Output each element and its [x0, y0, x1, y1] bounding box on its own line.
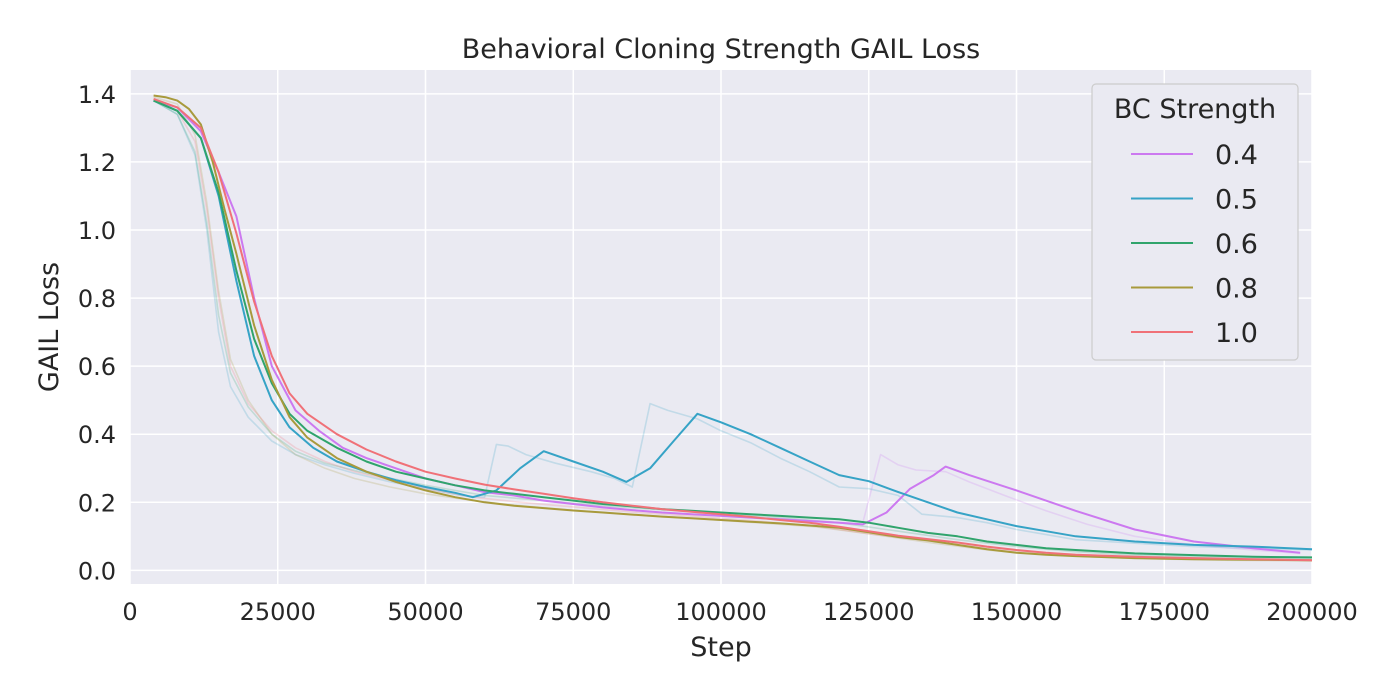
chart-title: Behavioral Cloning Strength GAIL Loss: [462, 34, 980, 65]
y-axis-ticks: 0.0 0.2 0.4 0.6 0.8 1.0 1.2 1.4: [78, 81, 116, 586]
y-tick-label: 1.2: [78, 149, 116, 177]
legend-label: 0.6: [1215, 229, 1258, 260]
legend: BC Strength 0.4 0.5 0.6 0.8 1.0: [1091, 83, 1299, 361]
x-tick-label: 50000: [387, 598, 463, 626]
series-0-6-raw-line: [153, 99, 1313, 560]
legend-label: 1.0: [1215, 318, 1258, 349]
series-0-5-line: [153, 99, 1313, 551]
x-tick-label: 25000: [240, 598, 316, 626]
legend-title: BC Strength: [1114, 94, 1276, 125]
x-tick-label: 75000: [535, 598, 611, 626]
y-tick-label: 0.2: [78, 489, 116, 517]
y-tick-label: 0.0: [78, 557, 116, 585]
legend-label: 0.8: [1215, 274, 1258, 305]
y-tick-label: 1.0: [78, 217, 116, 245]
y-tick-label: 0.4: [78, 421, 116, 449]
x-tick-label: 0: [122, 598, 137, 626]
series-0-5-raw-line: [153, 99, 1313, 551]
x-tick-label: 150000: [971, 598, 1063, 626]
smoothed-series-lines: [153, 94, 1313, 562]
legend-label: 0.4: [1215, 140, 1258, 171]
x-tick-label: 175000: [1118, 598, 1210, 626]
y-axis-label: GAIL Loss: [34, 262, 65, 392]
y-tick-label: 0.8: [78, 285, 116, 313]
y-tick-label: 0.6: [78, 353, 116, 381]
series-1-0-line: [153, 97, 1313, 562]
legend-entries: 0.4 0.5 0.6 0.8 1.0: [1131, 140, 1258, 349]
x-tick-label: 100000: [675, 598, 767, 626]
legend-label: 0.5: [1215, 185, 1258, 216]
series-0-4-line: [153, 99, 1301, 554]
x-axis-ticks: 0 25000 50000 75000 100000 125000 150000 175000…: [122, 598, 1357, 626]
series-0-8-line: [153, 94, 1313, 562]
x-axis-label: Step: [690, 632, 751, 663]
y-tick-label: 1.4: [78, 81, 116, 109]
x-tick-label: 200000: [1266, 598, 1358, 626]
x-tick-label: 125000: [823, 598, 915, 626]
legend-box: [1091, 83, 1299, 361]
